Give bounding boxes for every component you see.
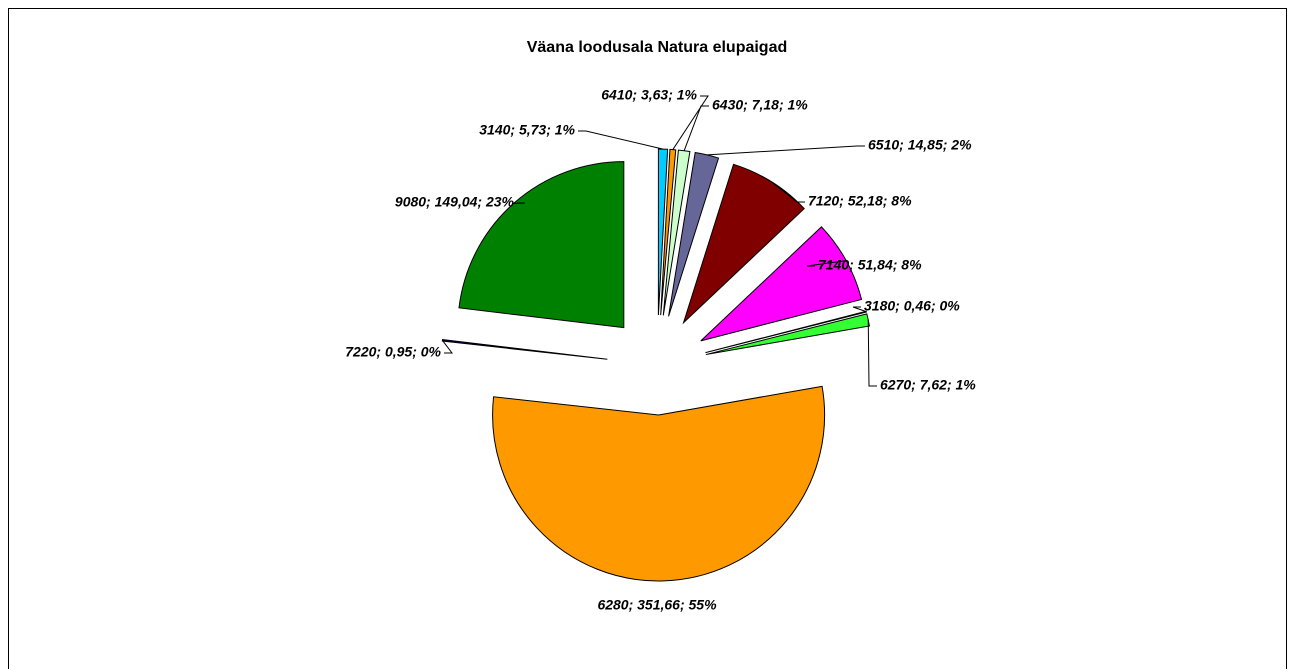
data-label: 3180; 0,46; 0% (864, 298, 960, 314)
data-label: 7220; 0,95; 0% (345, 344, 441, 360)
chart-frame (8, 8, 1287, 669)
leader-line (672, 95, 709, 150)
data-label: 6410; 3,63; 1% (601, 87, 697, 103)
leader-line (578, 130, 664, 150)
data-label: 6510; 14,85; 2% (868, 137, 972, 153)
leader-line (867, 319, 877, 387)
pie-slice (657, 148, 669, 316)
pie-slice (492, 385, 826, 582)
pie-slice (705, 313, 870, 356)
leader-line (806, 260, 847, 267)
data-label: 6430; 7,18; 1% (712, 97, 808, 113)
leader-line (852, 306, 867, 313)
leader-line (706, 145, 865, 156)
data-label: 3140; 5,73; 1% (479, 122, 575, 138)
data-label: 6280; 351,66; 55% (597, 597, 717, 613)
data-label: 7140; 51,84; 8% (818, 257, 922, 273)
leader-line (771, 181, 805, 203)
data-label: 7120; 52,18; 8% (808, 193, 912, 209)
leader-line (683, 105, 709, 151)
pie-slice (668, 151, 720, 317)
chart-title: Väana loodusala Natura elupaigad (527, 39, 788, 56)
pie-slice (682, 163, 805, 325)
leader-line (442, 339, 454, 354)
data-label: 6270; 7,62; 1% (880, 377, 976, 393)
data-label: 9080; 149,04; 23% (395, 194, 515, 210)
